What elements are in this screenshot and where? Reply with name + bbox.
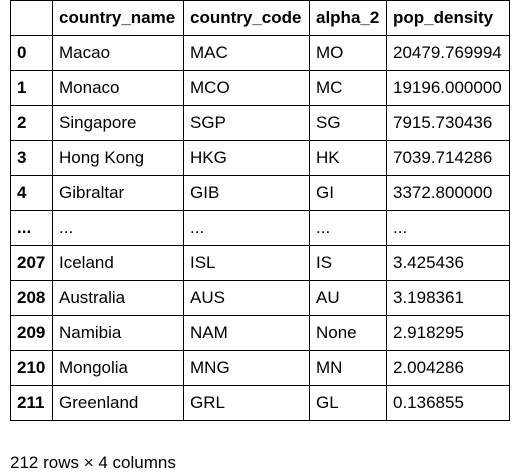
country-code-cell: MNG [183,350,310,386]
table-row: 208 Australia AUS AU 3.198361 [10,280,510,316]
table-row: 210 Mongolia MNG MN 2.004286 [10,350,510,386]
dataframe-output: country_name country_code alpha_2 pop_de… [10,0,510,421]
country-name-cell: ... [52,210,184,246]
column-header-country-name: country_name [52,0,184,36]
pop-density-cell: 0.136855 [386,385,510,421]
index-cell: 207 [10,245,53,281]
dataframe-table: country_name country_code alpha_2 pop_de… [10,0,510,421]
table-row: 207 Iceland ISL IS 3.425436 [10,245,510,281]
table-row: 2 Singapore SGP SG 7915.730436 [10,105,510,141]
header-row: country_name country_code alpha_2 pop_de… [10,0,510,36]
pop-density-cell: 7039.714286 [386,140,510,176]
country-name-cell: Gibraltar [52,175,184,211]
dataframe-shape-label: 212 rows × 4 columns [10,453,176,472]
alpha-2-cell: AU [309,280,387,316]
table-row: 209 Namibia NAM None 2.918295 [10,315,510,351]
index-cell: 208 [10,280,53,316]
pop-density-cell: ... [386,210,510,246]
country-name-cell: Iceland [52,245,184,281]
alpha-2-cell: MC [309,70,387,106]
pop-density-cell: 2.918295 [386,315,510,351]
table-row: 0 Macao MAC MO 20479.769994 [10,35,510,71]
pop-density-cell: 20479.769994 [386,35,510,71]
index-cell: 1 [10,70,53,106]
index-cell: 3 [10,140,53,176]
column-header-country-code: country_code [183,0,310,36]
pop-density-cell: 19196.000000 [386,70,510,106]
column-header-alpha-2: alpha_2 [309,0,387,36]
pop-density-cell: 2.004286 [386,350,510,386]
alpha-2-cell: IS [309,245,387,281]
table-row: ............... [10,210,510,246]
column-header-pop-density: pop_density [386,0,510,36]
country-name-cell: Singapore [52,105,184,141]
index-cell: 211 [10,385,53,421]
alpha-2-cell: MO [309,35,387,71]
country-code-cell: ... [183,210,310,246]
table-row: 1 Monaco MCO MC 19196.000000 [10,70,510,106]
country-code-cell: SGP [183,105,310,141]
pop-density-cell: 3.425436 [386,245,510,281]
pop-density-cell: 3.198361 [386,280,510,316]
alpha-2-cell: ... [309,210,387,246]
country-name-cell: Greenland [52,385,184,421]
country-code-cell: AUS [183,280,310,316]
alpha-2-cell: SG [309,105,387,141]
country-name-cell: Hong Kong [52,140,184,176]
country-name-cell: Macao [52,35,184,71]
table-row: 4 Gibraltar GIB GI 3372.800000 [10,175,510,211]
table-row: 3 Hong Kong HKG HK 7039.714286 [10,140,510,176]
country-code-cell: MAC [183,35,310,71]
country-code-cell: NAM [183,315,310,351]
alpha-2-cell: None [309,315,387,351]
index-cell: 2 [10,105,53,141]
pop-density-cell: 3372.800000 [386,175,510,211]
alpha-2-cell: HK [309,140,387,176]
country-code-cell: HKG [183,140,310,176]
index-cell: 210 [10,350,53,386]
country-name-cell: Mongolia [52,350,184,386]
country-code-cell: GIB [183,175,310,211]
country-name-cell: Monaco [52,70,184,106]
country-code-cell: ISL [183,245,310,281]
pop-density-cell: 7915.730436 [386,105,510,141]
alpha-2-cell: GL [309,385,387,421]
table-row: 211 Greenland GRL GL 0.136855 [10,385,510,421]
index-cell: 0 [10,35,53,71]
index-header [10,0,53,36]
index-cell: ... [10,210,53,246]
alpha-2-cell: MN [309,350,387,386]
country-code-cell: GRL [183,385,310,421]
index-cell: 209 [10,315,53,351]
country-code-cell: MCO [183,70,310,106]
country-name-cell: Namibia [52,315,184,351]
index-cell: 4 [10,175,53,211]
alpha-2-cell: GI [309,175,387,211]
country-name-cell: Australia [52,280,184,316]
